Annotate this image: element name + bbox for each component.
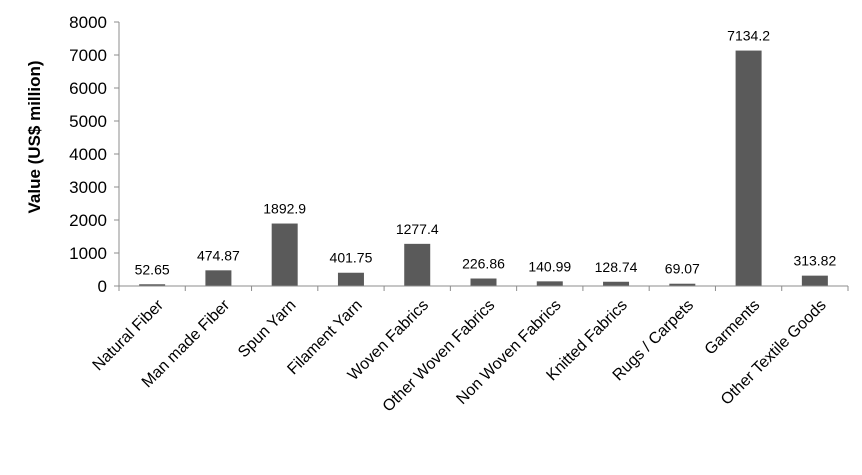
bar xyxy=(139,284,166,286)
bar xyxy=(205,270,232,286)
bar xyxy=(337,272,364,286)
y-tick-label: 6000 xyxy=(69,79,107,98)
data-label: 52.65 xyxy=(135,261,170,277)
bar xyxy=(801,275,828,286)
data-label: 1892.9 xyxy=(263,201,306,217)
bar xyxy=(271,223,298,286)
y-tick-label: 5000 xyxy=(69,112,107,131)
data-label: 7134.2 xyxy=(727,28,770,44)
bar xyxy=(669,283,696,286)
bar xyxy=(603,281,630,286)
bars xyxy=(139,50,828,287)
y-axis-title: Value (US$ million) xyxy=(25,60,44,213)
y-tick-label: 2000 xyxy=(69,211,107,230)
data-label: 401.75 xyxy=(330,250,373,266)
data-label: 69.07 xyxy=(665,261,700,277)
bar xyxy=(536,281,563,286)
data-label: 1277.4 xyxy=(396,221,439,237)
y-axis: 0 1000 2000 3000 4000 5000 6000 7000 8000 xyxy=(69,13,120,296)
bar xyxy=(735,50,762,287)
y-tick-label: 3000 xyxy=(69,178,107,197)
data-label: 140.99 xyxy=(528,258,571,274)
category-label: Garments xyxy=(702,297,764,359)
category-label: Other Woven Fabrics xyxy=(380,297,499,416)
data-label: 313.82 xyxy=(793,253,836,269)
category-label: Spun Yarn xyxy=(235,297,299,361)
data-label: 128.74 xyxy=(595,259,638,275)
data-label: 474.87 xyxy=(197,247,240,263)
bar xyxy=(404,243,431,286)
y-tick-label: 0 xyxy=(98,277,107,296)
y-tick-label: 8000 xyxy=(69,13,107,32)
data-label: 226.86 xyxy=(462,256,505,272)
y-tick-label: 7000 xyxy=(69,46,107,65)
bar xyxy=(470,278,497,286)
data-labels: 52.65 474.87 1892.9 401.75 1277.4 226.86 140.9… xyxy=(135,28,837,278)
y-tick-label: 4000 xyxy=(69,145,107,164)
y-tick-label: 1000 xyxy=(69,244,107,263)
